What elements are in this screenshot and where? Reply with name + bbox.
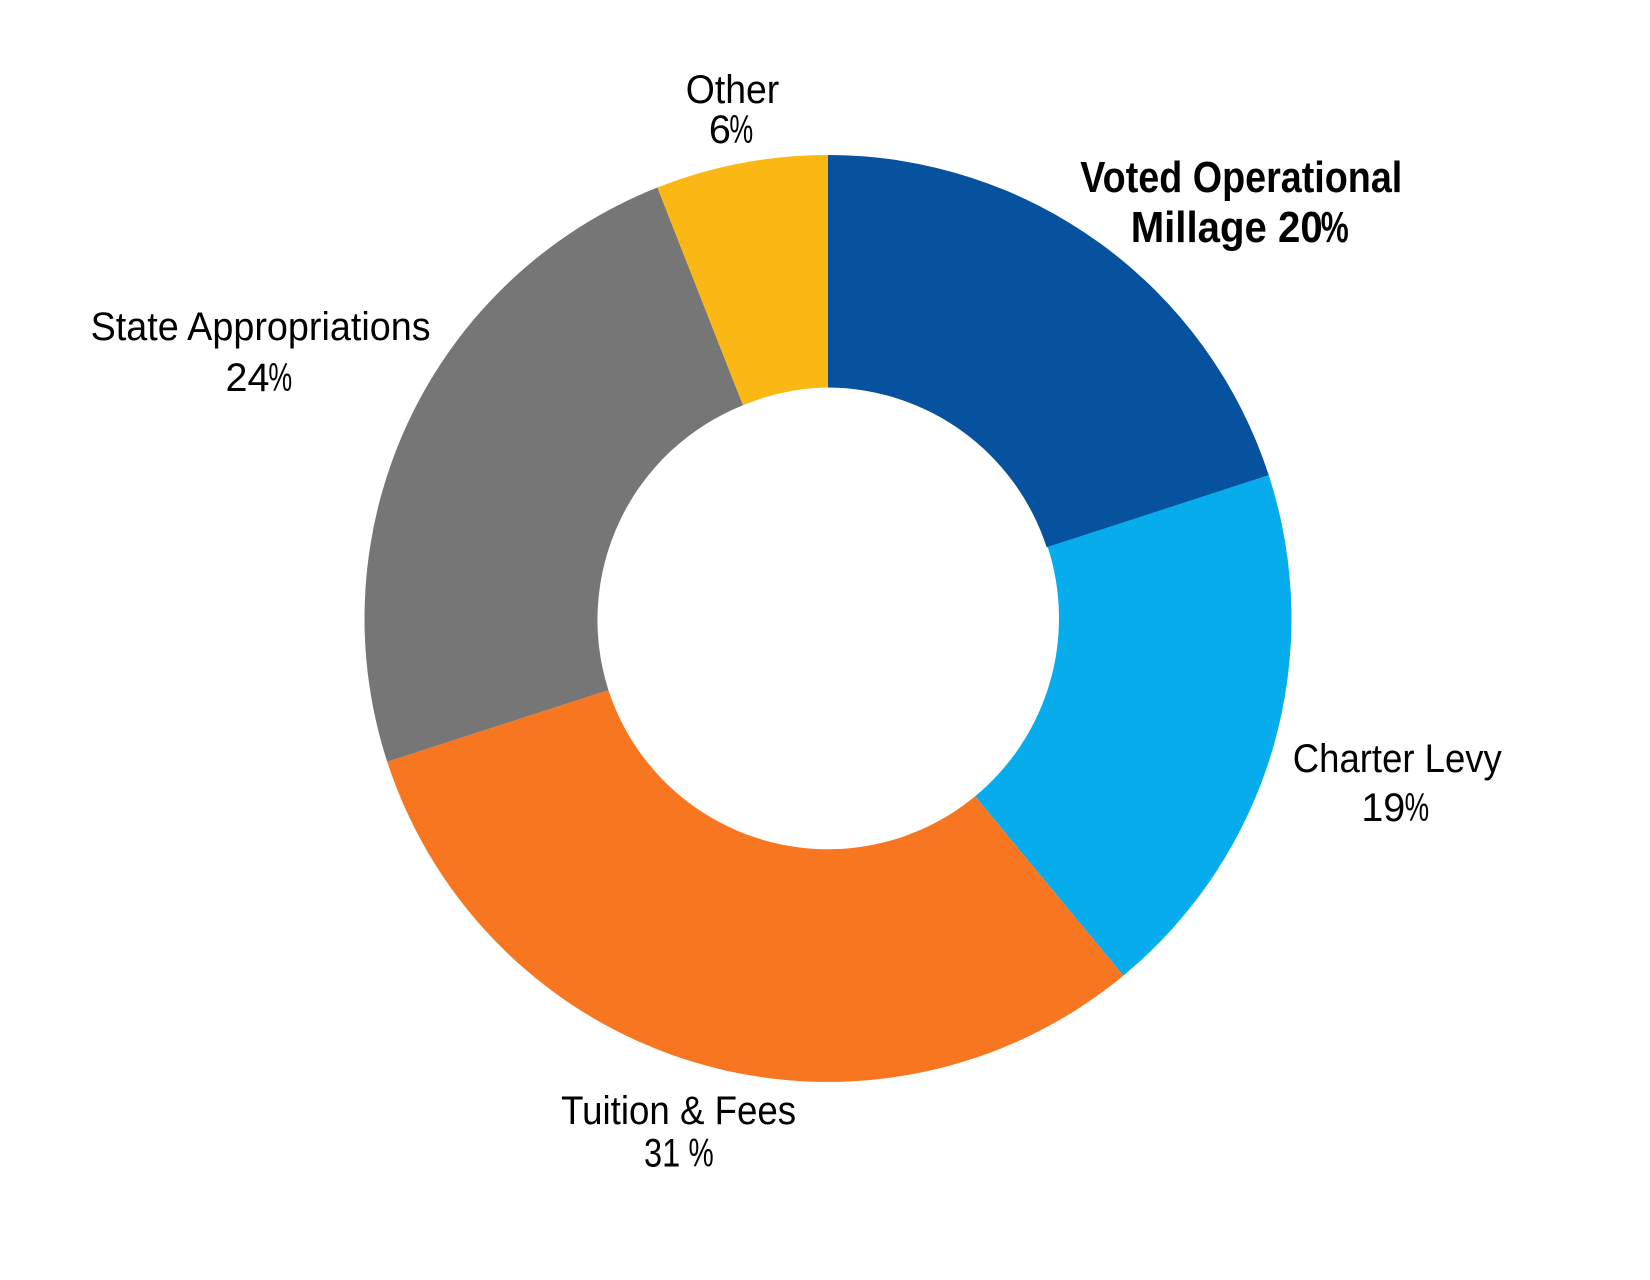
svg-text:Other: Other bbox=[686, 68, 780, 112]
svg-text:Tuition & Fees: Tuition & Fees bbox=[561, 1089, 796, 1133]
svg-text:24: 24 bbox=[226, 356, 270, 400]
svg-text:%: % bbox=[689, 1132, 714, 1176]
svg-text:6: 6 bbox=[709, 108, 731, 152]
svg-text:State Appropriations: State Appropriations bbox=[91, 305, 431, 349]
svg-text:%: % bbox=[268, 356, 292, 400]
svg-text:%: % bbox=[1321, 204, 1349, 252]
svg-text:31: 31 bbox=[644, 1132, 680, 1176]
svg-text:19: 19 bbox=[1361, 786, 1405, 830]
svg-text:%: % bbox=[729, 108, 753, 152]
svg-text:Millage 20: Millage 20 bbox=[1131, 204, 1323, 252]
svg-text:%: % bbox=[1405, 786, 1430, 830]
svg-text:Charter Levy: Charter Levy bbox=[1293, 737, 1502, 781]
svg-text:Voted Operational: Voted Operational bbox=[1080, 154, 1402, 202]
